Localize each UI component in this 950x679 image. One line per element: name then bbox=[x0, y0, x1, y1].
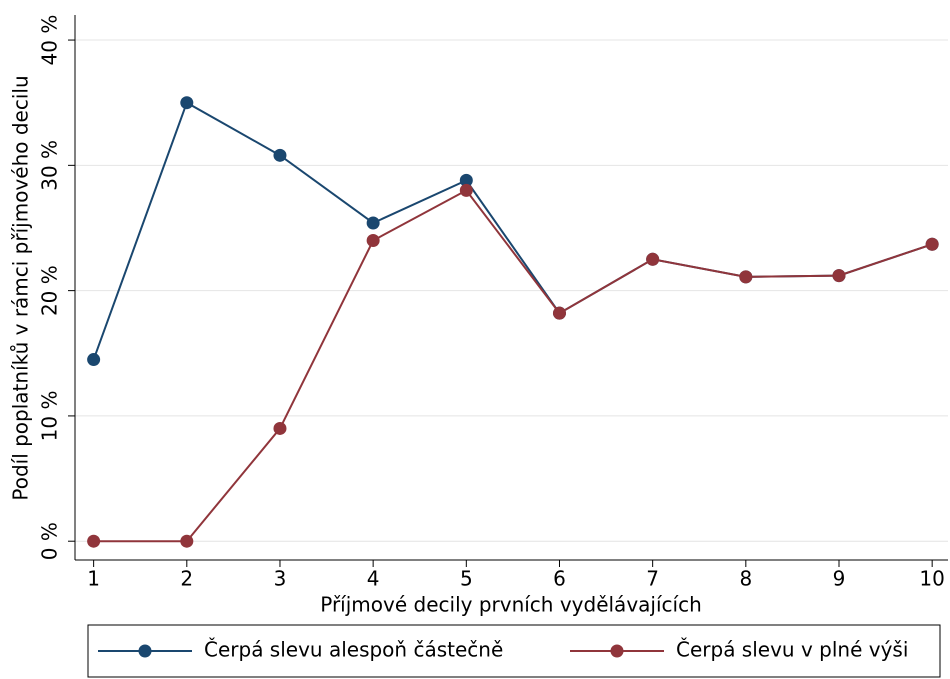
y-tick-label: 30 % bbox=[38, 140, 62, 191]
x-tick-label: 6 bbox=[553, 567, 566, 591]
data-point bbox=[180, 534, 194, 548]
data-point bbox=[739, 270, 753, 284]
series-line bbox=[93, 189, 933, 543]
x-tick-label: 7 bbox=[646, 567, 659, 591]
y-tick-label: 10 % bbox=[38, 391, 62, 442]
x-tick-label: 10 bbox=[919, 567, 944, 591]
legend-marker bbox=[138, 644, 152, 658]
data-point bbox=[646, 252, 660, 266]
legend-box bbox=[87, 624, 941, 678]
data-point bbox=[87, 534, 101, 548]
x-tick-label: 3 bbox=[274, 567, 287, 591]
data-point bbox=[273, 148, 287, 162]
y-axis-label: Podíl poplatníků v rámci příjmového deci… bbox=[9, 75, 33, 500]
legend-label: Čerpá slevu alespoň částečně bbox=[204, 638, 503, 662]
data-point bbox=[366, 234, 380, 248]
data-point bbox=[459, 183, 473, 197]
data-point bbox=[459, 173, 473, 187]
x-tick-label: 8 bbox=[739, 567, 752, 591]
x-axis-label: Příjmové decily prvních vydělávajících bbox=[320, 593, 702, 617]
data-point bbox=[87, 353, 101, 367]
x-tick-label: 2 bbox=[180, 567, 193, 591]
data-point bbox=[832, 269, 846, 283]
x-tick-label: 9 bbox=[833, 567, 846, 591]
data-point bbox=[925, 237, 939, 251]
y-tick-label: 0 % bbox=[38, 522, 62, 560]
data-point bbox=[273, 421, 287, 435]
data-point bbox=[180, 96, 194, 110]
x-tick-label: 5 bbox=[460, 567, 473, 591]
legend-label: Čerpá slevu v plné výši bbox=[676, 638, 908, 662]
x-tick-label: 1 bbox=[87, 567, 100, 591]
y-tick-label: 20 % bbox=[38, 265, 62, 316]
series-line bbox=[92, 101, 933, 360]
x-tick-label: 4 bbox=[367, 567, 380, 591]
data-point bbox=[366, 216, 380, 230]
data-point bbox=[552, 306, 566, 320]
y-tick-label: 40 % bbox=[38, 15, 62, 66]
legend-marker bbox=[610, 644, 624, 658]
